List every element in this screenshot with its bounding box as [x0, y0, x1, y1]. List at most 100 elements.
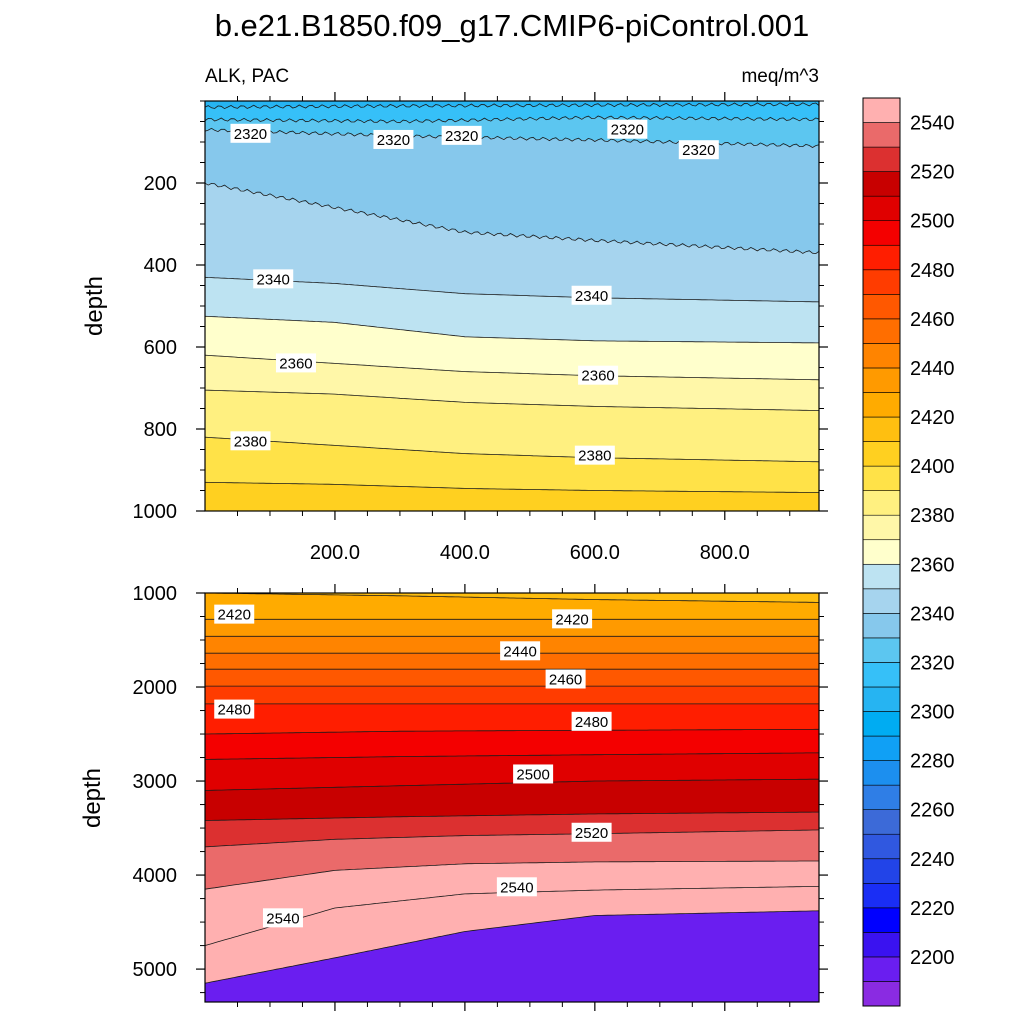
colorbar-swatch — [862, 195, 901, 222]
lower-contour-label-text: 2540 — [266, 910, 299, 927]
lower-contour-label: 2420 — [552, 609, 593, 629]
lower-contour-label-text: 2480 — [218, 702, 251, 719]
colorbar: 2200 2220 2240 2260 2280 2300 2320 2340 2360 2380… — [862, 97, 955, 1007]
upper-y-tick-label: 200 — [144, 173, 177, 195]
upper-y-tick-label: 1000 — [133, 501, 178, 523]
lower-contour-label-text: 2440 — [503, 643, 536, 660]
colorbar-swatch — [862, 367, 901, 393]
colorbar-frame — [862, 97, 901, 1007]
upper-contour-label: 2360 — [578, 365, 619, 385]
colorbar-label: 2400 — [910, 456, 955, 478]
upper-contour-label-text: 2320 — [377, 132, 410, 149]
lower-contour-2410 — [205, 593, 819, 603]
upper-x-tick-label: 800.0 — [700, 542, 750, 564]
colorbar-label: 2320 — [910, 652, 955, 674]
lower-contour-label-text: 2480 — [575, 714, 608, 731]
upper-contour-2300 — [205, 102, 819, 110]
colorbar-swatch — [862, 981, 901, 1007]
figure-title: b.e21.B1850.f09_g17.CMIP6-piControl.001 — [215, 8, 810, 43]
colorbar-swatch — [862, 392, 901, 418]
colorbar-swatch — [862, 956, 901, 982]
colorbar-swatch — [862, 220, 901, 246]
upper-contour-label: 2320 — [373, 129, 414, 149]
upper-contour-2390 — [205, 481, 819, 493]
lower-contour-label: 2480 — [214, 699, 255, 719]
colorbar-swatch — [862, 269, 901, 295]
colorbar-swatch — [862, 539, 901, 565]
lower-contour-label: 2540 — [262, 908, 303, 928]
colorbar-swatch — [862, 662, 901, 688]
colorbar-swatch — [862, 907, 901, 933]
upper-right-label: meq/m^3 — [741, 66, 819, 87]
colorbar-swatch — [862, 416, 901, 442]
upper-contour-label-text: 2380 — [578, 448, 611, 465]
colorbar-swatch — [862, 882, 901, 909]
lower-contour-label: 2520 — [571, 822, 612, 842]
lower-y-tick-label: 1000 — [133, 583, 178, 605]
lower-contour-label: 2540 — [496, 877, 537, 897]
upper-contour-label-text: 2380 — [234, 433, 267, 450]
colorbar-label: 2540 — [910, 113, 955, 135]
upper-y-tick-label: 800 — [144, 419, 177, 441]
upper-y-tick-label: 400 — [144, 255, 177, 277]
lower-contour-2490 — [205, 752, 819, 760]
colorbar-label: 2240 — [910, 849, 955, 871]
lower-contour-label: 2440 — [500, 641, 541, 661]
upper-panel: 2320 2320 2320 2320 2320 2340 2340 2360 2360 2380… — [133, 92, 828, 564]
colorbar-swatch — [862, 122, 901, 148]
upper-contour-label-text: 2340 — [575, 288, 608, 305]
upper-contour-label: 2320 — [678, 140, 719, 160]
colorbar-label: 2300 — [910, 702, 955, 724]
lower-contour-2520 — [205, 829, 819, 848]
colorbar-label: 2340 — [910, 603, 955, 625]
lower-contour-2500 — [205, 778, 819, 791]
colorbar-swatch — [862, 441, 901, 467]
colorbar-swatch — [862, 563, 901, 590]
upper-contour-label: 2320 — [607, 119, 648, 139]
colorbar-label: 2220 — [910, 898, 955, 920]
colorbar-swatch — [862, 588, 901, 614]
lower-panel: 2420 2420 2440 2460 2480 2480 2500 2520 2540 2540… — [133, 583, 828, 1011]
lower-y-tick-label: 4000 — [133, 865, 178, 887]
upper-contour-2310 — [205, 115, 819, 124]
colorbar-swatch — [862, 318, 901, 344]
colorbar-swatch — [862, 514, 901, 541]
lower-contour-label: 2420 — [214, 604, 255, 624]
upper-y-tick-label: 600 — [144, 337, 177, 359]
lower-contour-label-text: 2540 — [500, 879, 533, 896]
colorbar-swatch — [862, 171, 901, 197]
upper-contour-label: 2360 — [275, 353, 316, 373]
colorbar-swatch — [862, 490, 901, 516]
colorbar-swatch — [862, 244, 901, 271]
lower-y-tick-label: 3000 — [133, 771, 178, 793]
lower-contour-label-text: 2500 — [516, 766, 549, 783]
upper-x-tick-label: 400.0 — [440, 542, 490, 564]
colorbar-swatch — [862, 784, 901, 810]
upper-contour-2380 — [205, 436, 819, 463]
upper-x-tick-label: 200.0 — [310, 542, 360, 564]
colorbar-label: 2520 — [910, 162, 955, 184]
colorbar-swatch — [862, 465, 901, 491]
colorbar-label: 2260 — [910, 800, 955, 822]
colorbar-swatch — [862, 637, 901, 663]
upper-contour-label-text: 2320 — [682, 142, 715, 159]
colorbar-label: 2200 — [910, 947, 955, 969]
upper-left-label: ALK, PAC — [205, 66, 289, 87]
colorbar-label: 2280 — [910, 751, 955, 773]
colorbar-swatch — [862, 146, 901, 172]
upper-contour-label: 2340 — [253, 269, 294, 289]
lower-y-tick-label: 5000 — [133, 959, 178, 981]
colorbar-swatch — [862, 932, 901, 958]
upper-contour-label-text: 2360 — [581, 368, 614, 385]
colorbar-swatch — [862, 760, 901, 786]
upper-contour-label: 2320 — [230, 123, 271, 143]
lower-contour-label-text: 2520 — [575, 825, 608, 842]
colorbar-swatch — [862, 711, 901, 737]
upper-contour-2340 — [205, 276, 819, 303]
colorbar-swatch — [862, 833, 901, 860]
upper-contour-label-text: 2340 — [257, 271, 290, 288]
colorbar-label: 2440 — [910, 358, 955, 380]
colorbar-swatch — [862, 613, 901, 639]
lower-contour-label-text: 2460 — [549, 672, 582, 689]
lower-contour-2510 — [205, 811, 819, 821]
